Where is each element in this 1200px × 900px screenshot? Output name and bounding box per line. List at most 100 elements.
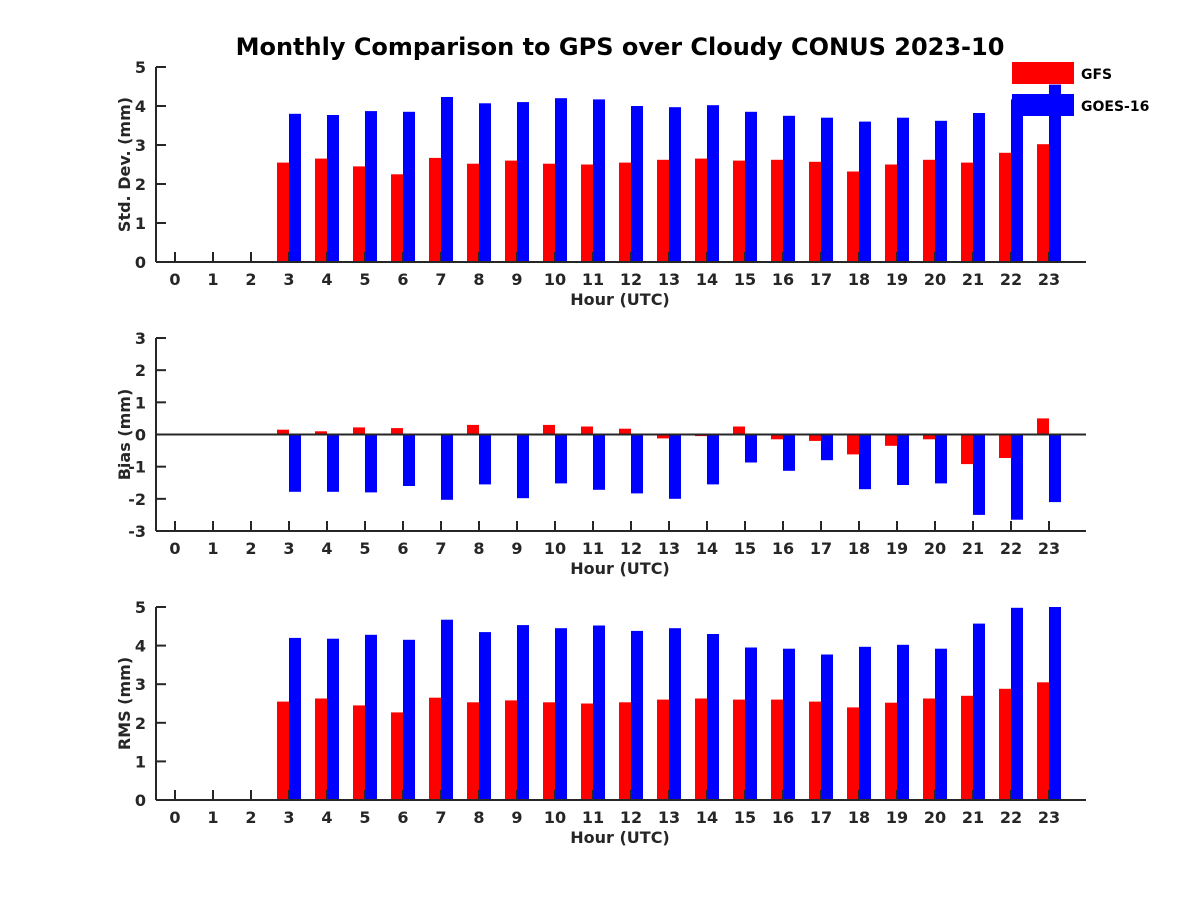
rms-x-tick-label: 6 [397, 808, 408, 827]
bias-x-tick-label: 15 [734, 539, 756, 558]
rms-bar-gfs-13 [657, 699, 669, 800]
rms-x-tick-label: 17 [810, 808, 832, 827]
std-dev-x-tick-label: 5 [359, 270, 370, 289]
bias-bar-gfs-5 [353, 427, 365, 435]
bias-x-tick-label: 1 [207, 539, 218, 558]
std-dev-bar-goes16-21 [973, 113, 985, 262]
rms-x-tick-label: 7 [435, 808, 446, 827]
rms-x-tick-label: 2 [245, 808, 256, 827]
bias-bar-goes16-15 [745, 434, 757, 463]
std-dev-bar-gfs-23 [1037, 144, 1049, 262]
legend-label-goes16: GOES-16 [1081, 99, 1149, 115]
bias-x-tick-label: 11 [582, 539, 604, 558]
std-dev-bar-gfs-16 [771, 159, 783, 262]
bias-bar-goes16-10 [555, 434, 567, 484]
rms-bar-gfs-15 [733, 699, 745, 800]
rms-bar-goes16-4 [327, 638, 339, 800]
std-dev-x-tick-label: 1 [207, 270, 218, 289]
std-dev-bar-gfs-13 [657, 159, 669, 262]
rms-x-tick-label: 14 [696, 808, 718, 827]
std-dev-bar-gfs-14 [695, 158, 707, 262]
rms-bar-goes16-3 [289, 637, 301, 800]
rms-bar-goes16-15 [745, 647, 757, 800]
bias-bar-gfs-15 [733, 426, 745, 435]
legend-swatch-goes16 [1012, 94, 1074, 116]
bias-bar-goes16-5 [365, 434, 377, 493]
bias-bar-gfs-10 [543, 424, 555, 435]
bias-bar-gfs-3 [277, 429, 289, 435]
std-dev-bar-goes16-17 [821, 117, 833, 262]
std-dev-bar-gfs-21 [961, 162, 973, 262]
bias-y-tick-label: -3 [128, 522, 146, 541]
rms-x-tick-label: 23 [1038, 808, 1060, 827]
bias-bar-gfs-6 [391, 428, 403, 435]
rms-x-tick-label: 1 [207, 808, 218, 827]
bias-bar-goes16-19 [897, 434, 909, 485]
bias-y-tick-label: -1 [128, 458, 146, 477]
rms-bar-goes16-10 [555, 628, 567, 800]
rms-x-tick-label: 3 [283, 808, 294, 827]
legend: GFS GOES-16 [1012, 62, 1149, 116]
std-dev-x-tick-label: 14 [696, 270, 718, 289]
rms-x-tick-label: 16 [772, 808, 794, 827]
rms-bar-goes16-19 [897, 644, 909, 800]
std-dev-bar-goes16-12 [631, 106, 643, 262]
rms-bar-gfs-12 [619, 702, 631, 800]
bias-bar-goes16-6 [403, 434, 415, 486]
bias-y-tick-label: 1 [135, 393, 146, 412]
rms-x-tick-label: 20 [924, 808, 946, 827]
rms-bar-gfs-11 [581, 703, 593, 800]
bias-bar-gfs-19 [885, 434, 897, 446]
std-dev-y-axis-label: Std. Dev. (mm) [115, 97, 134, 232]
std-dev-bar-goes16-7 [441, 97, 453, 262]
rms-y-tick-label: 0 [135, 791, 146, 810]
bias-x-axis-label: Hour (UTC) [570, 559, 670, 578]
std-dev-x-tick-label: 11 [582, 270, 604, 289]
std-dev-y-tick-label: 3 [135, 136, 146, 155]
bias-x-tick-label: 3 [283, 539, 294, 558]
rms-bar-gfs-19 [885, 702, 897, 800]
rms-x-tick-label: 8 [473, 808, 484, 827]
std-dev-x-tick-label: 22 [1000, 270, 1022, 289]
std-dev-x-tick-label: 7 [435, 270, 446, 289]
rms-x-tick-label: 19 [886, 808, 908, 827]
std-dev-x-tick-label: 6 [397, 270, 408, 289]
std-dev-x-tick-label: 10 [544, 270, 566, 289]
rms-x-tick-label: 18 [848, 808, 870, 827]
bias-bar-gfs-23 [1037, 418, 1049, 435]
std-dev-bar-goes16-19 [897, 117, 909, 262]
bias-bar-gfs-22 [999, 434, 1011, 458]
rms-bar-goes16-11 [593, 625, 605, 800]
rms-bar-goes16-8 [479, 632, 491, 800]
std-dev-bar-gfs-12 [619, 162, 631, 262]
std-dev-bar-goes16-22 [1011, 99, 1023, 263]
rms-bar-gfs-4 [315, 698, 327, 800]
bias-bar-gfs-11 [581, 426, 593, 435]
rms-bar-gfs-9 [505, 700, 517, 800]
rms-bar-gfs-3 [277, 701, 289, 800]
std-dev-bar-gfs-19 [885, 164, 897, 262]
std-dev-bar-goes16-11 [593, 99, 605, 263]
bias-bar-goes16-16 [783, 434, 795, 471]
std-dev-x-tick-label: 0 [169, 270, 180, 289]
bias-bar-goes16-18 [859, 434, 871, 490]
std-dev-bar-gfs-5 [353, 166, 365, 262]
std-dev-y-tick-label: 2 [135, 175, 146, 194]
std-dev-y-tick-label: 5 [135, 58, 146, 77]
std-dev-bar-goes16-14 [707, 105, 719, 262]
bias-bar-goes16-17 [821, 434, 833, 461]
bias-x-tick-label: 14 [696, 539, 718, 558]
bias-x-tick-label: 20 [924, 539, 946, 558]
std-dev-bar-gfs-8 [467, 163, 479, 262]
rms-bar-goes16-7 [441, 619, 453, 800]
rms-bar-gfs-20 [923, 698, 935, 800]
std-dev-bar-gfs-18 [847, 171, 859, 262]
bias-x-tick-label: 13 [658, 539, 680, 558]
std-dev-x-tick-label: 19 [886, 270, 908, 289]
rms-bar-gfs-7 [429, 697, 441, 800]
rms-bar-gfs-16 [771, 699, 783, 800]
std-dev-bar-gfs-7 [429, 157, 441, 262]
bias-x-tick-label: 2 [245, 539, 256, 558]
